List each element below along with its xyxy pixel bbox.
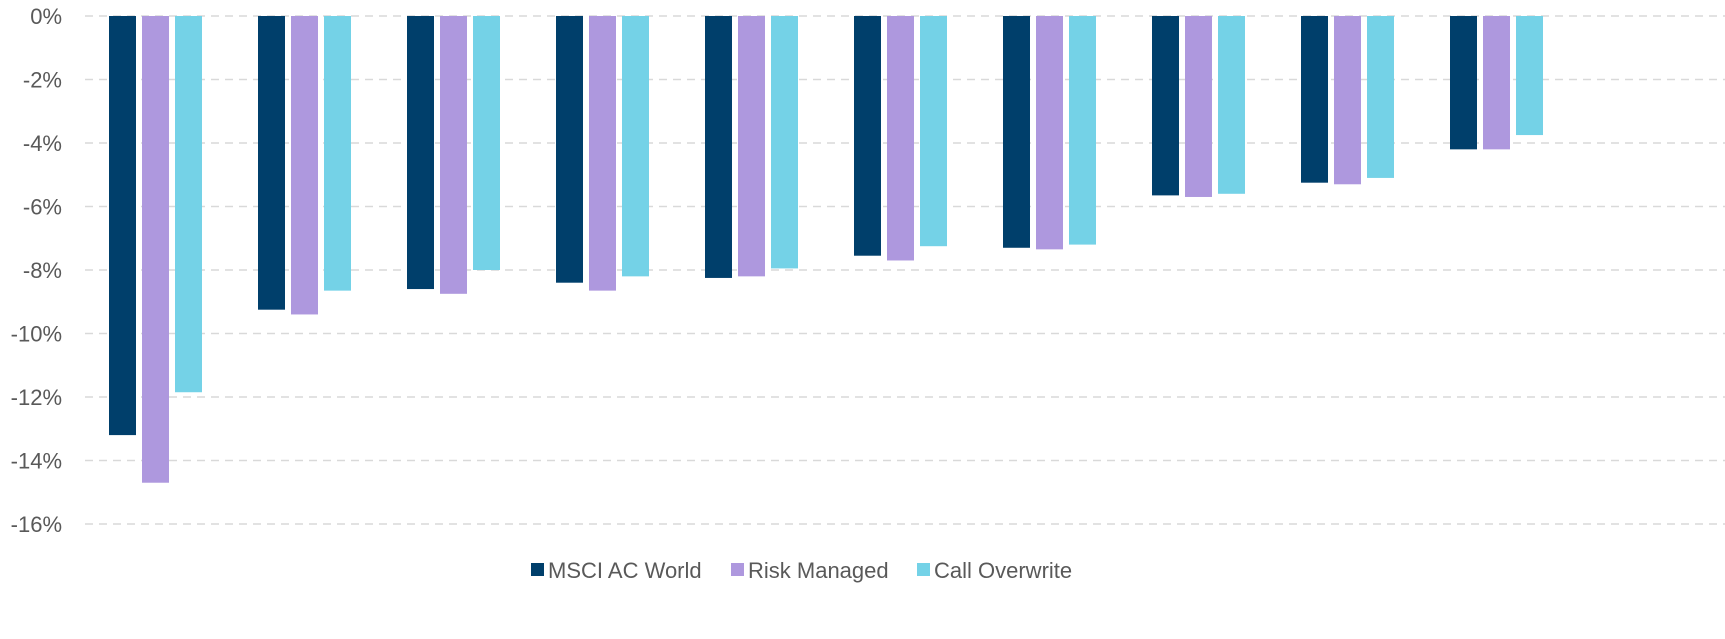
bar-risk-managed-7 — [1036, 16, 1063, 250]
bar-call-overwrite-5 — [771, 16, 798, 269]
y-tick-label: -4% — [23, 131, 62, 156]
bar-msci-ac-world-7 — [1003, 16, 1030, 248]
bar-risk-managed-4 — [589, 16, 616, 291]
y-tick-label: -16% — [11, 512, 62, 537]
legend-label: MSCI AC World — [548, 558, 702, 583]
bar-risk-managed-3 — [440, 16, 467, 294]
bar-msci-ac-world-1 — [109, 16, 136, 436]
bar-risk-managed-1 — [142, 16, 169, 483]
bar-call-overwrite-3 — [473, 16, 500, 270]
bar-risk-managed-8 — [1185, 16, 1212, 197]
bar-risk-managed-5 — [738, 16, 765, 277]
bar-msci-ac-world-6 — [854, 16, 881, 256]
bar-risk-managed-6 — [887, 16, 914, 261]
bar-risk-managed-2 — [291, 16, 318, 315]
bar-msci-ac-world-3 — [407, 16, 434, 290]
legend-swatch — [731, 563, 744, 576]
legend-swatch — [917, 563, 930, 576]
bar-call-overwrite-10 — [1516, 16, 1543, 136]
bar-call-overwrite-8 — [1218, 16, 1245, 194]
bar-risk-managed-10 — [1483, 16, 1510, 150]
bar-call-overwrite-4 — [622, 16, 649, 277]
bar-msci-ac-world-9 — [1301, 16, 1328, 183]
bar-msci-ac-world-10 — [1450, 16, 1477, 150]
bar-call-overwrite-2 — [324, 16, 351, 291]
bar-call-overwrite-1 — [175, 16, 202, 393]
y-axis-ticks: 0% -2% -4% -6% -8% -10% -12% -14% -16% — [11, 4, 62, 537]
y-tick-label: 0% — [30, 4, 62, 29]
legend: MSCI AC World Risk Managed Call Overwrite — [531, 558, 1072, 583]
legend-swatch — [531, 563, 544, 576]
y-tick-label: -2% — [23, 68, 62, 93]
legend-label: Call Overwrite — [934, 558, 1072, 583]
bar-call-overwrite-6 — [920, 16, 947, 247]
bar-msci-ac-world-5 — [705, 16, 732, 278]
bar-msci-ac-world-2 — [258, 16, 285, 310]
bar-msci-ac-world-8 — [1152, 16, 1179, 196]
bars — [109, 16, 1543, 483]
y-tick-label: -8% — [23, 258, 62, 283]
bar-risk-managed-9 — [1334, 16, 1361, 185]
y-tick-label: -6% — [23, 195, 62, 220]
bar-msci-ac-world-4 — [556, 16, 583, 283]
bar-call-overwrite-9 — [1367, 16, 1394, 178]
y-tick-label: -12% — [11, 385, 62, 410]
y-tick-label: -14% — [11, 449, 62, 474]
y-tick-label: -10% — [11, 322, 62, 347]
bar-call-overwrite-7 — [1069, 16, 1096, 245]
legend-label: Risk Managed — [748, 558, 889, 583]
